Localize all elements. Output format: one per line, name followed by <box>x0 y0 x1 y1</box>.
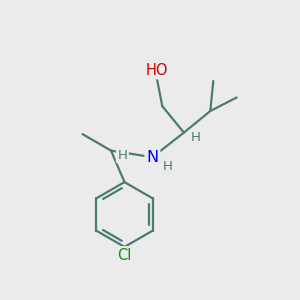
Text: H: H <box>118 148 127 162</box>
Text: Cl: Cl <box>117 248 132 263</box>
Text: HO: HO <box>146 63 168 78</box>
Text: H: H <box>163 160 173 173</box>
Text: H: H <box>190 130 200 144</box>
Text: N: N <box>146 150 158 165</box>
